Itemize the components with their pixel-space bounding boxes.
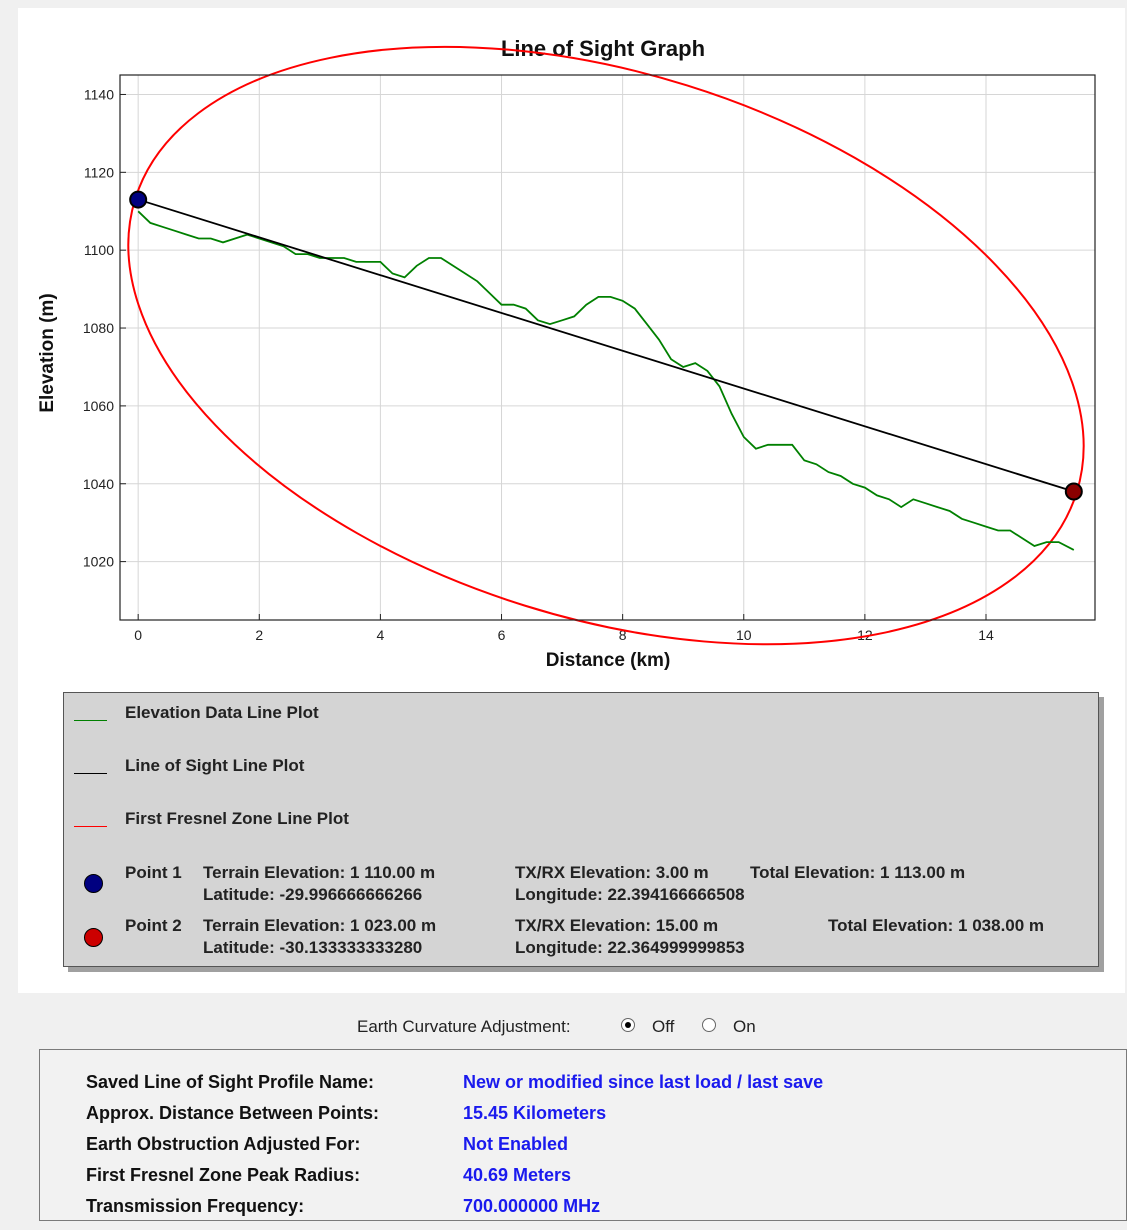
point-1-endpoint — [129, 190, 148, 209]
info-key-distance: Approx. Distance Between Points: — [86, 1103, 380, 1123]
y-tick-label: 1080 — [83, 320, 114, 336]
fresnel-zone-ellipse — [127, 45, 1085, 646]
y-tick-label: 1140 — [84, 86, 114, 102]
point-2-endpoint — [1064, 482, 1083, 501]
point-2-longitude: Longitude: 22.364999999853 — [515, 938, 745, 957]
x-tick-label: 0 — [134, 627, 142, 643]
info-value-distance: 15.45 Kilometers — [463, 1103, 607, 1123]
curvature-on-label[interactable]: On — [733, 1017, 756, 1036]
point-1-txrx: TX/RX Elevation: 3.00 m — [515, 863, 709, 882]
legend-label-elevation: Elevation Data Line Plot — [125, 703, 319, 722]
y-tick-label: 1120 — [84, 164, 114, 180]
point-2-terrain: Terrain Elevation: 1 023.00 m — [203, 916, 437, 935]
line-of-sight-chart: Line of Sight Graph 0 2 4 6 8 10 12 14 1020 1040 1… — [37, 36, 1096, 671]
point-2-marker — [84, 928, 103, 947]
x-axis-label: Distance (km) — [546, 650, 671, 671]
info-key-frequency: Transmission Frequency: — [86, 1196, 305, 1216]
point-2-latitude: Latitude: -30.133333333280 — [203, 938, 423, 957]
x-tick-label: 8 — [619, 627, 627, 643]
point-2-total: Total Elevation: 1 038.00 m — [828, 916, 1045, 935]
info-key-obstruction: Earth Obstruction Adjusted For: — [86, 1134, 361, 1154]
legend-label-fresnel: First Fresnel Zone Line Plot — [125, 809, 349, 828]
x-tick-label: 4 — [377, 627, 385, 643]
point-2-name: Point 2 — [125, 916, 182, 935]
x-tick-label: 6 — [498, 627, 506, 643]
y-tick-label: 1060 — [83, 398, 114, 414]
curvature-off-label[interactable]: Off — [652, 1017, 675, 1036]
info-key-fresnel-radius: First Fresnel Zone Peak Radius: — [86, 1165, 361, 1185]
x-tick-label: 2 — [255, 627, 263, 643]
point-1-longitude: Longitude: 22.394166666508 — [515, 885, 745, 904]
info-value-profile-name: New or modified since last load / last s… — [463, 1072, 824, 1092]
point-1-marker — [84, 874, 103, 893]
x-tick-label: 12 — [857, 627, 873, 643]
info-value-frequency: 700.000000 MHz — [463, 1196, 601, 1216]
y-tick-label: 1100 — [84, 242, 114, 258]
chart-legend: Elevation Data Line Plot Line of Sight L… — [63, 692, 1099, 967]
chart-title: Line of Sight Graph — [501, 36, 705, 61]
legend-swatch-line-of-sight — [74, 773, 107, 774]
y-axis-label: Elevation (m) — [37, 293, 58, 412]
y-tick-label: 1040 — [83, 476, 114, 492]
y-tick-label: 1020 — [83, 554, 114, 570]
plot-area — [119, 74, 1096, 621]
elevation-line — [137, 210, 1075, 551]
curvature-off-radio[interactable] — [621, 1018, 635, 1032]
line-of-sight-line — [137, 198, 1075, 493]
info-value-fresnel-radius: 40.69 Meters — [463, 1165, 572, 1185]
info-value-obstruction: Not Enabled — [463, 1134, 569, 1154]
legend-swatch-fresnel — [74, 826, 107, 827]
legend-label-line-of-sight: Line of Sight Line Plot — [125, 756, 305, 775]
point-1-name: Point 1 — [125, 863, 182, 882]
point-1-total: Total Elevation: 1 113.00 m — [750, 863, 966, 882]
point-1-latitude: Latitude: -29.996666666266 — [203, 885, 423, 904]
earth-curvature-control: Earth Curvature Adjustment: Off On — [0, 1013, 1127, 1041]
x-tick-label: 14 — [978, 627, 994, 643]
info-key-profile-name: Saved Line of Sight Profile Name: — [86, 1072, 375, 1092]
earth-curvature-label: Earth Curvature Adjustment: — [357, 1017, 571, 1036]
curvature-on-radio[interactable] — [702, 1018, 716, 1032]
profile-info-box: Saved Line of Sight Profile Name: New or… — [39, 1049, 1127, 1221]
point-1-terrain: Terrain Elevation: 1 110.00 m — [203, 863, 436, 882]
x-tick-label: 10 — [736, 627, 752, 643]
point-2-txrx: TX/RX Elevation: 15.00 m — [515, 916, 719, 935]
legend-swatch-elevation — [74, 720, 107, 721]
